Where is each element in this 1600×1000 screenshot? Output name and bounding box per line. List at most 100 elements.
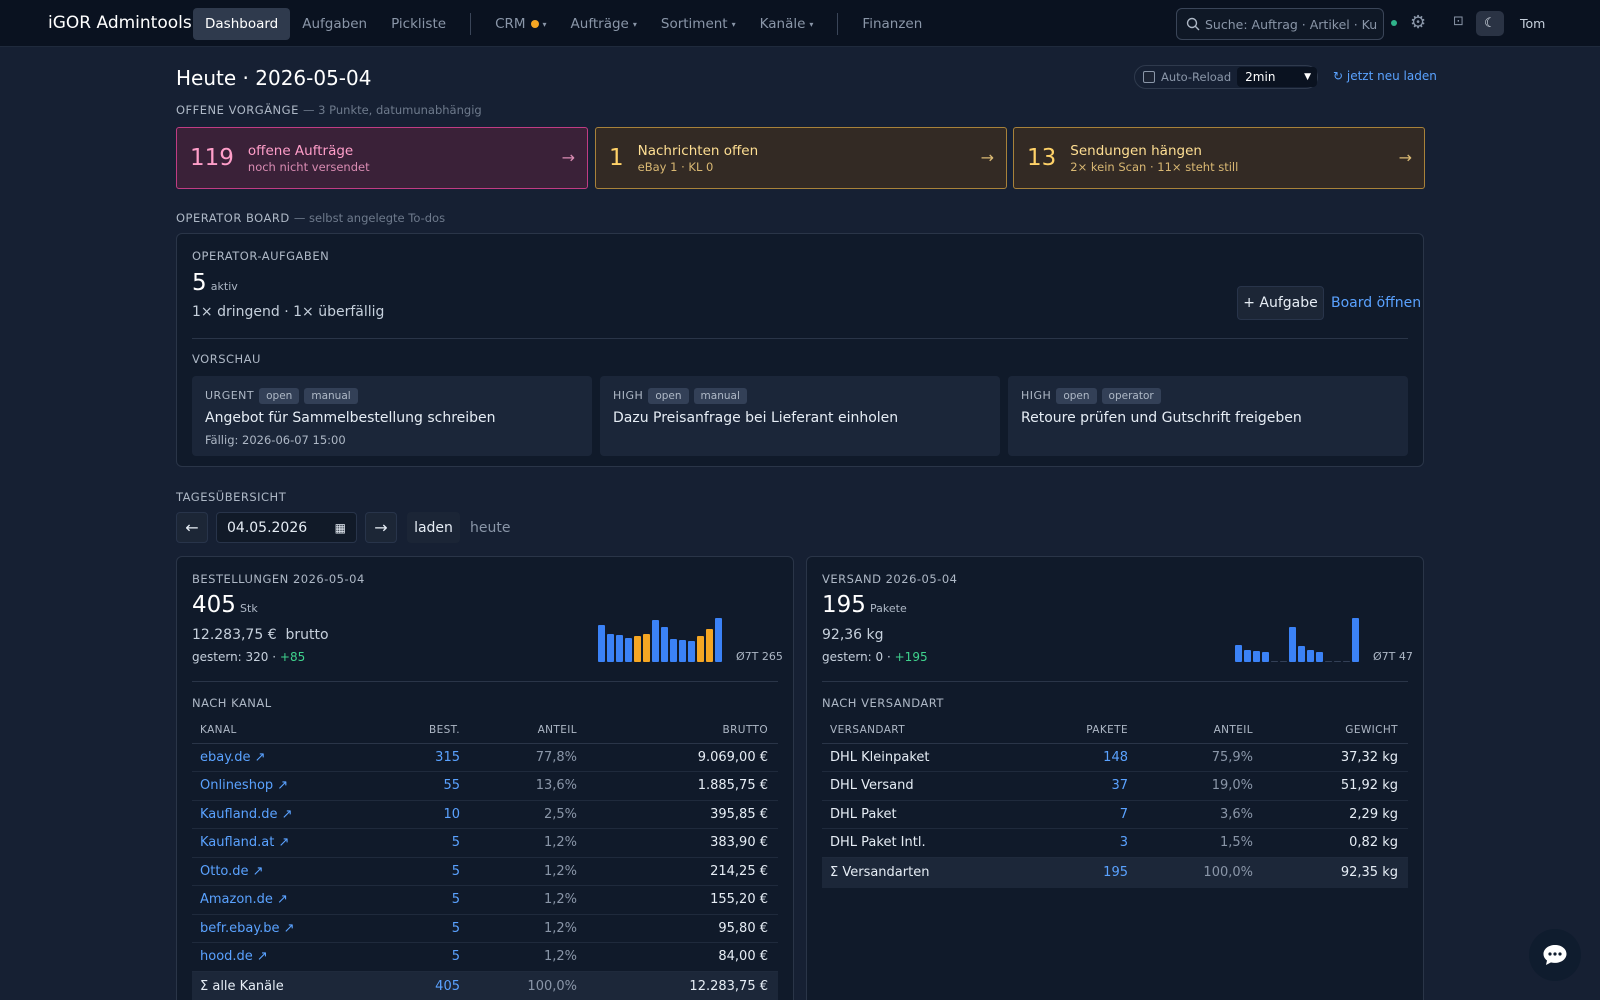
load-button[interactable]: laden <box>407 512 460 543</box>
share-cell: 1,5% <box>1138 828 1263 858</box>
alert-open-messages[interactable]: 1 Nachrichten offen eBay 1 · KL 0 → <box>595 127 1007 189</box>
arrow-right-icon: → <box>561 148 575 167</box>
task-card[interactable]: HIGH open operator Retoure prüfen und Guts… <box>1008 376 1408 456</box>
count-cell[interactable]: 148 <box>1040 743 1138 772</box>
value-cell: 1.885,75 € <box>587 771 778 801</box>
nav-finanzen[interactable]: Finanzen <box>862 16 923 32</box>
share-cell: 1,2% <box>470 942 587 972</box>
table-row: ebay.de ↗ 315 77,8% 9.069,00 € <box>192 743 778 772</box>
nav-crm[interactable]: CRM ▾ <box>483 8 558 40</box>
channel-name[interactable]: Kaufland.de ↗ <box>192 800 372 829</box>
channel-name[interactable]: ebay.de ↗ <box>192 743 372 772</box>
alert-open-orders[interactable]: 119 offene Aufträge noch nicht versendet … <box>176 127 588 189</box>
priority-label: HIGH <box>613 389 644 402</box>
column-header: GEWICHT <box>1263 717 1408 744</box>
search-input[interactable]: Suche: Auftrag · Artikel · Ku <box>1176 8 1384 40</box>
add-task-button[interactable]: + Aufgabe <box>1237 286 1324 320</box>
status-badge: open <box>1056 388 1097 404</box>
channel-name[interactable]: Onlineshop ↗ <box>192 771 372 801</box>
status-badge: open <box>259 388 300 404</box>
dark-mode-toggle-icon[interactable]: ☾ <box>1476 11 1504 36</box>
column-header: VERSANDART <box>822 717 1040 744</box>
nav-sortiment[interactable]: Sortiment ▾ <box>649 8 748 40</box>
alert-stuck-shipments[interactable]: 13 Sendungen hängen 2× kein Scan · 11× st… <box>1013 127 1425 189</box>
task-card[interactable]: URGENT open manual Angebot für Sammelbeste… <box>192 376 592 456</box>
sum-count: 195 <box>1040 857 1138 888</box>
next-day-button[interactable]: → <box>365 512 397 543</box>
table-sum-row: Σ Versandarten 195 100,0% 92,35 kg <box>822 857 1408 888</box>
chat-button[interactable] <box>1529 929 1581 981</box>
shipping-count-value: 195 <box>822 592 866 618</box>
auto-reload-label: Auto-Reload <box>1160 70 1232 84</box>
chat-bubble-icon <box>1543 945 1567 965</box>
table-row: hood.de ↗ 5 1,2% 84,00 € <box>192 942 778 972</box>
auto-reload-interval-select[interactable]: 2min ▼ <box>1237 67 1317 87</box>
count-cell[interactable]: 37 <box>1040 771 1138 801</box>
nav-divider <box>470 13 472 35</box>
table-row: Kaufland.at ↗ 5 1,2% 383,90 € <box>192 828 778 858</box>
nav-aufgaben[interactable]: Aufgaben <box>302 16 368 32</box>
auto-reload-checkbox[interactable] <box>1143 71 1155 83</box>
value-cell: 37,32 kg <box>1263 743 1408 772</box>
count-cell[interactable]: 315 <box>372 743 470 772</box>
interval-value: 2min <box>1245 70 1276 84</box>
reload-now-link[interactable]: ↻ jetzt neu laden <box>1333 69 1437 83</box>
count-cell[interactable]: 5 <box>372 914 470 943</box>
share-cell: 1,2% <box>470 885 587 915</box>
nav-dashboard[interactable]: Dashboard <box>193 8 291 40</box>
count-cell[interactable]: 5 <box>372 828 470 858</box>
channel-name[interactable]: Amazon.de ↗ <box>192 885 372 915</box>
table-row: DHL Versand 37 19,0% 51,92 kg <box>822 771 1408 801</box>
operator-board-card: OPERATOR-AUFGABEN 5 aktiv 1× dringend · … <box>176 233 1424 467</box>
today-link[interactable]: heute <box>470 520 511 536</box>
brand-logo[interactable]: iGOR Admintools <box>48 13 192 33</box>
user-menu[interactable]: Tom <box>1520 16 1546 31</box>
count-cell[interactable]: 3 <box>1040 828 1138 858</box>
divider <box>192 681 778 682</box>
nav-auftraege[interactable]: Aufträge ▾ <box>559 8 649 40</box>
share-cell: 75,9% <box>1138 743 1263 772</box>
sparkline-bar <box>1334 661 1341 662</box>
sparkline-bar <box>1262 652 1269 662</box>
count-cell[interactable]: 55 <box>372 771 470 801</box>
channel-name[interactable]: befr.ebay.be ↗ <box>192 914 372 943</box>
count-cell[interactable]: 5 <box>372 942 470 972</box>
channel-name[interactable]: Otto.de ↗ <box>192 857 372 886</box>
sparkline-bar <box>625 638 632 662</box>
gear-icon[interactable]: ⚙ <box>1410 12 1427 33</box>
open-section-sub: — 3 Punkte, datumunabhängig <box>303 103 482 117</box>
chevron-down-icon: ▼ <box>1304 72 1311 82</box>
arrow-right-icon: → <box>980 148 994 167</box>
nav-kanaele[interactable]: Kanäle ▾ <box>748 8 826 40</box>
date-input[interactable]: 04.05.2026 ▦ <box>216 512 357 543</box>
task-card[interactable]: HIGH open manual Dazu Preisanfrage bei Lie… <box>600 376 1000 456</box>
count-cell[interactable]: 5 <box>372 885 470 915</box>
value-cell: 0,82 kg <box>1263 828 1408 858</box>
channel-name[interactable]: Kaufland.at ↗ <box>192 828 372 858</box>
table-row: Kaufland.de ↗ 10 2,5% 395,85 € <box>192 800 778 829</box>
alert-sub: 2× kein Scan · 11× steht still <box>1070 159 1239 174</box>
layout-toggle-icon[interactable]: ⊡ <box>1453 14 1464 29</box>
open-board-link[interactable]: Board öffnen <box>1331 295 1422 311</box>
sparkline-bar <box>1289 627 1296 662</box>
prev-day-button[interactable]: ← <box>176 512 208 543</box>
count-cell[interactable]: 7 <box>1040 800 1138 829</box>
priority-label: URGENT <box>205 389 255 402</box>
count-cell[interactable]: 5 <box>372 857 470 886</box>
table-header-row: VERSANDART PAKETE ANTEIL GEWICHT <box>822 717 1408 744</box>
channel-name[interactable]: hood.de ↗ <box>192 942 372 972</box>
table-row: Onlineshop ↗ 55 13,6% 1.885,75 € <box>192 771 778 801</box>
sparkline-bar <box>1343 661 1350 662</box>
count-cell[interactable]: 10 <box>372 800 470 829</box>
value-cell: 155,20 € <box>587 885 778 915</box>
active-count-value: 5 <box>192 270 207 296</box>
active-count: 5 aktiv <box>192 270 238 296</box>
column-header: KANAL <box>192 717 372 744</box>
table-sum-row: Σ alle Kanäle 405 100,0% 12.283,75 € <box>192 971 778 1000</box>
table-row: DHL Paket 7 3,6% 2,29 kg <box>822 800 1408 829</box>
preview-label: VORSCHAU <box>192 352 261 366</box>
nav-kanaele-label: Kanäle <box>759 16 806 32</box>
divider <box>192 338 1408 339</box>
nav-pickliste[interactable]: Pickliste <box>391 16 447 32</box>
card-label: OPERATOR-AUFGABEN <box>192 249 330 263</box>
